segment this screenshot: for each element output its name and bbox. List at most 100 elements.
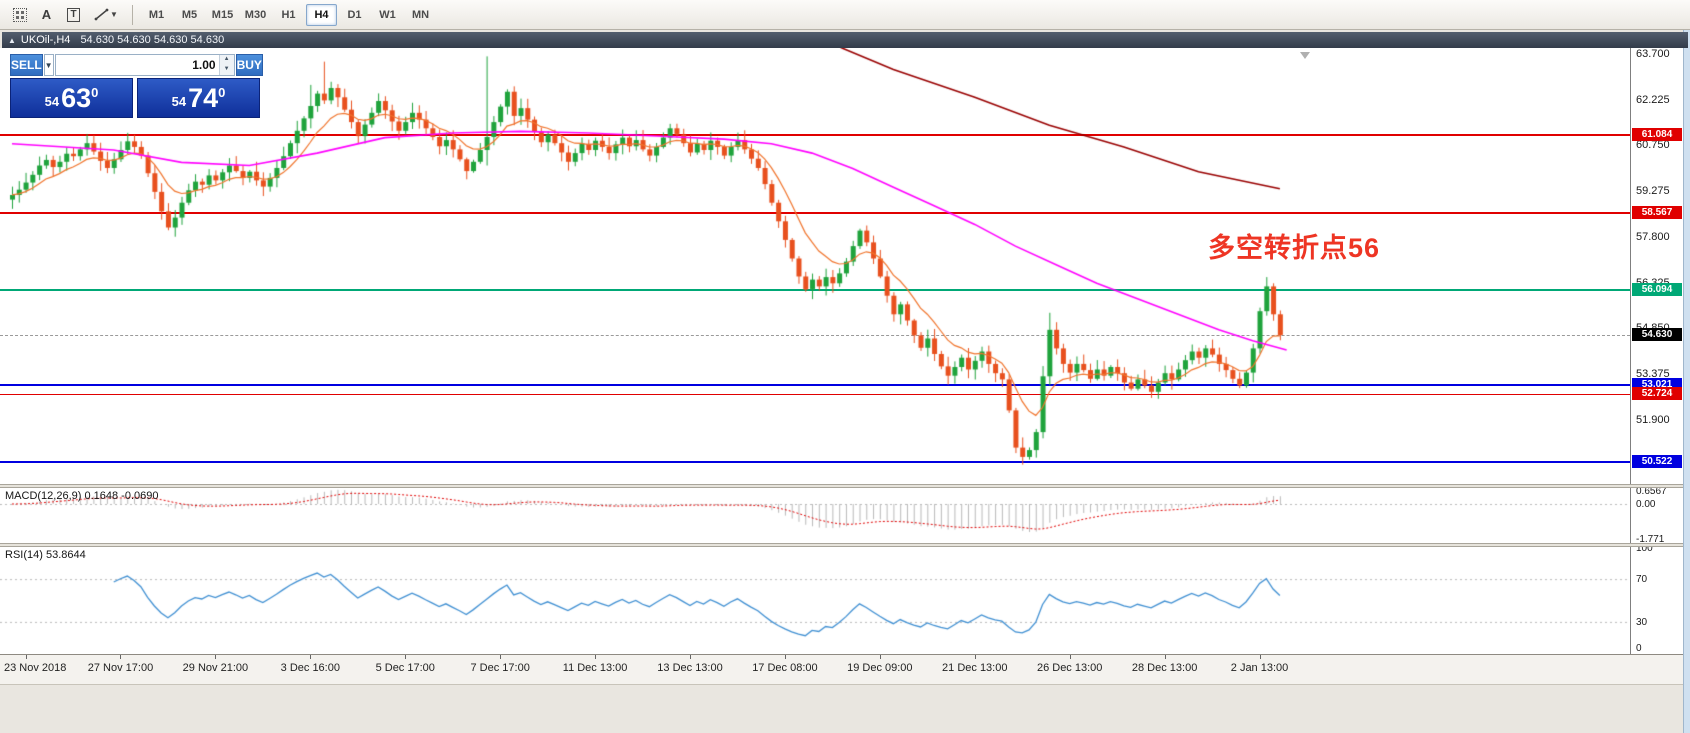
price-tick-label: 62.225 (1636, 93, 1670, 106)
price-tick-label: 51.900 (1636, 413, 1670, 426)
time-tick (1069, 655, 1071, 659)
time-axis-label: 17 Dec 08:00 (752, 662, 818, 674)
timeframe-button-w1[interactable]: W1 (379, 8, 396, 21)
time-axis-label: 3 Dec 16:00 (280, 662, 340, 674)
timeframe-button-group: M1 M5 M15 M30 H1 H4 D1 W1 MN (140, 3, 437, 26)
time-tick (405, 655, 407, 659)
timeframe-button-m15[interactable]: M15 (211, 8, 234, 21)
time-axis-label: 11 Dec 13:00 (562, 662, 628, 674)
chart-ohlc-values: 54.630 54.630 54.630 54.630 (80, 34, 225, 46)
buy-price-display[interactable]: 54 74 0 (137, 78, 260, 118)
buy-price-pips: 74 (188, 82, 219, 113)
time-tick (215, 655, 217, 659)
time-axis-label: 23 Nov 2018 (4, 662, 67, 674)
buy-price-point: 0 (218, 84, 226, 100)
volume-spinner: ▲ ▼ (218, 55, 234, 75)
bottom-filler (0, 684, 1690, 733)
macd-axis-label: 0.6567 (1636, 485, 1667, 497)
sell-price-int: 54 (44, 93, 60, 109)
price-tick-label: 57.800 (1636, 230, 1670, 243)
grid-glyph-icon (12, 7, 27, 22)
macd-canvas[interactable] (0, 488, 1630, 543)
chart-shift-marker[interactable] (1300, 52, 1310, 59)
sell-price-display[interactable]: 54 63 0 (10, 78, 133, 118)
time-axis-label: 29 Nov 21:00 (182, 662, 249, 674)
time-tick (120, 655, 122, 659)
line-studies-icon: ▼ (94, 7, 118, 22)
time-tick (595, 655, 597, 659)
rsi-axis-label: 70 (1636, 574, 1648, 586)
timeframe-button-m1[interactable]: M1 (148, 8, 165, 21)
current-price-flag: 54.630 (1632, 328, 1682, 342)
time-axis-label: 7 Dec 17:00 (470, 662, 530, 674)
volume-up-button[interactable]: ▲ (219, 55, 234, 65)
objects-grid-icon[interactable] (6, 3, 33, 27)
text-label-glyph: T (67, 7, 80, 22)
time-tick (690, 655, 691, 659)
line-studies-dropdown[interactable]: ▼ (87, 3, 125, 27)
toolbar: A T ▼ M1 M5 M15 M30 H1 H4 D1 W1 MN (0, 0, 1690, 30)
timeframe-button-h1[interactable]: H1 (281, 8, 296, 21)
price-level-flag: 56.094 (1632, 282, 1682, 296)
time-tick (784, 655, 786, 659)
timeframe-button-mn[interactable]: MN (411, 8, 430, 21)
price-level-flag: 50.522 (1632, 455, 1682, 469)
time-axis-label: 5 Dec 17:00 (375, 662, 435, 674)
time-axis-label: 13 Dec 13:00 (657, 662, 723, 674)
time-tick (310, 655, 312, 659)
timeframe-button-m5[interactable]: M5 (181, 8, 198, 21)
text-tool-icon[interactable]: A (41, 7, 52, 22)
time-axis-label: 19 Dec 09:00 (847, 662, 913, 674)
macd-axis-label: 0.00 (1636, 499, 1656, 510)
toolbar-separator (132, 4, 133, 25)
time-tick (1164, 655, 1166, 659)
chart-title-bar: ▲ UKOil-,H4 54.630 54.630 54.630 54.630 (2, 32, 1688, 48)
buy-price-int: 54 (171, 93, 187, 109)
timeframe-button-h4[interactable]: H4 (306, 3, 337, 26)
main-chart-canvas[interactable] (0, 48, 1630, 484)
price-tick-label: 59.275 (1636, 185, 1670, 198)
rsi-axis-label: 0 (1636, 643, 1642, 654)
price-tick-label: 53.375 (1636, 367, 1670, 380)
volume-down-button[interactable]: ▼ (219, 65, 234, 75)
rsi-panel-splitter[interactable] (0, 543, 1683, 547)
right-edge-panel (1683, 30, 1690, 733)
time-scale[interactable]: 23 Nov 2018 27 Nov 17:00 29 Nov 21:00 3 Dec… (0, 654, 1683, 684)
time-axis-label: 27 Nov 17:00 (87, 662, 154, 674)
one-click-trading-panel: SELL ▼ ▲ ▼ BUY 54 63 0 54 74 0 (10, 54, 263, 118)
chevron-down-icon: ▼ (110, 10, 118, 19)
rsi-canvas[interactable] (0, 547, 1630, 654)
timeframe-button-m30[interactable]: M30 (244, 8, 267, 21)
time-axis-label: 28 Dec 13:00 (1131, 662, 1198, 674)
price-level-flag: 61.084 (1632, 128, 1682, 141)
rsi-axis-label: 30 (1636, 616, 1648, 628)
text-label-tool-icon[interactable]: T (60, 3, 87, 27)
chart-symbol-period: UKOil-,H4 (20, 34, 71, 46)
volume-field-wrap: ▲ ▼ (54, 54, 235, 76)
price-tick-label: 63.700 (1636, 47, 1670, 60)
price-scale[interactable]: 63.70062.22560.75059.27557.80056.32554.8… (1630, 48, 1683, 654)
time-tick (500, 655, 502, 659)
macd-panel-splitter[interactable] (0, 484, 1683, 488)
rsi-axis-label: 100 (1636, 543, 1653, 554)
rsi-indicator-label: RSI(14) 53.8644 (5, 549, 86, 561)
time-tick (879, 655, 881, 659)
sell-price-point: 0 (91, 84, 99, 100)
price-tick-label: 60.750 (1636, 139, 1670, 152)
volume-input[interactable] (55, 55, 219, 75)
time-tick (974, 655, 976, 659)
time-axis-label: 2 Jan 13:00 (1230, 662, 1289, 674)
time-axis-label: 21 Dec 13:00 (942, 662, 1008, 674)
time-axis-label: 26 Dec 13:00 (1036, 662, 1103, 674)
timeframe-button-d1[interactable]: D1 (347, 8, 362, 21)
macd-axis-label: -1.771 (1636, 534, 1665, 546)
volume-dropdown-button[interactable]: ▼ (43, 54, 54, 76)
time-tick (25, 655, 27, 659)
sell-button[interactable]: SELL (10, 54, 43, 76)
buy-button[interactable]: BUY (235, 54, 263, 76)
chart-window-icon: ▲ (8, 36, 16, 45)
sell-price-pips: 63 (61, 82, 92, 113)
macd-indicator-label: MACD(12,26,9) 0.1648 -0.0690 (5, 490, 159, 502)
chart-annotation-text: 多空转折点56 (1208, 233, 1381, 263)
